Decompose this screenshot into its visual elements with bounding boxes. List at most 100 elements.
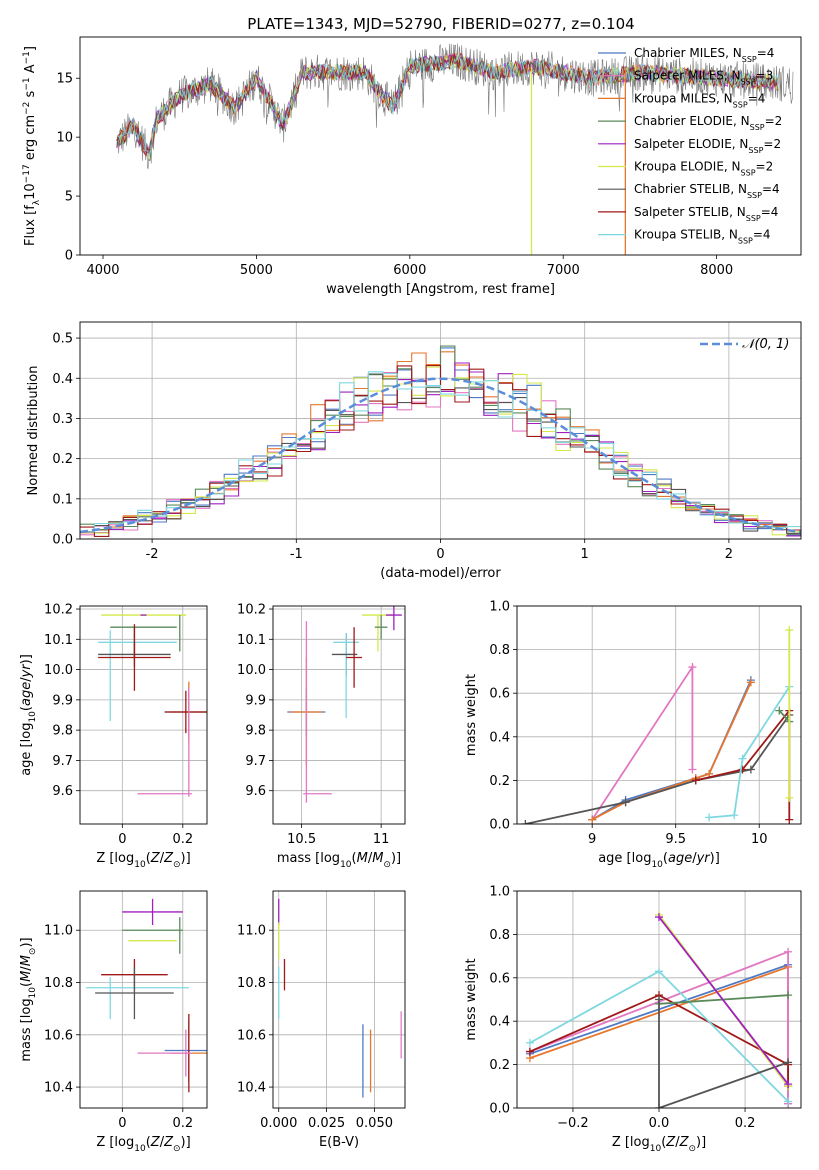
weight-marker xyxy=(775,706,784,715)
y-tick-label: 10.6 xyxy=(44,1028,73,1043)
weight-marker xyxy=(784,947,793,956)
y-axis-label: Flux [fλ10−17 erg cm−2 s−1 A−1] xyxy=(22,46,42,246)
x-tick-label: 0 xyxy=(118,832,126,847)
x-tick-label: 5000 xyxy=(240,263,273,278)
x-tick-label: 0.2 xyxy=(172,832,193,847)
y-tick-label: 10.2 xyxy=(44,603,73,618)
y-axis-label: mass [log10(M/M⊙)] xyxy=(19,937,38,1061)
y-tick-label: 0.6 xyxy=(489,971,510,986)
plot-area xyxy=(521,625,794,824)
legend: Chabrier MILES, NSSP=4 Salpeter MILES, NS… xyxy=(598,46,782,245)
y-tick-label: 0.0 xyxy=(489,818,510,833)
legend-entry: Kroupa MILES, NSSP=4 xyxy=(634,91,765,109)
errorbar-point xyxy=(164,690,207,734)
x-tick-label: 6000 xyxy=(393,263,426,278)
weight-marker xyxy=(705,813,714,822)
x-axis-label: Z [log10(Z/Z⊙)] xyxy=(612,1135,706,1154)
weight-marker xyxy=(746,678,755,687)
figure-title: PLATE=1343, MJD=52790, FIBERID=0277, z=0… xyxy=(247,15,634,33)
weight-marker xyxy=(655,913,663,922)
y-tick-label: 10.0 xyxy=(44,663,73,678)
weight-marker xyxy=(785,793,794,802)
weight-series xyxy=(655,913,793,1089)
legend-entry: Chabrier ELODIE, NSSP=2 xyxy=(634,114,782,132)
weight-marker xyxy=(588,815,597,824)
weight-line xyxy=(709,686,791,819)
y-tick-label: 9.8 xyxy=(52,724,73,739)
y-tick-label: 9.9 xyxy=(245,693,266,708)
panel-spectrum: 4000 5000 6000 7000 8000 0 5 10 15 Chabrier MILES… xyxy=(22,36,802,297)
axes-frame xyxy=(516,605,802,825)
y-tick-label: 9.9 xyxy=(52,693,73,708)
weight-line xyxy=(529,994,789,1087)
legend-entry: Chabrier MILES, NSSP=4 xyxy=(634,46,774,64)
x-axis-label: Z [log10(Z/Z⊙)] xyxy=(96,1135,190,1154)
axes-frame xyxy=(79,321,802,540)
y-tick-label: 10.1 xyxy=(237,633,266,648)
y-tick-label: 0.2 xyxy=(52,452,73,467)
y-tick-label: 1.0 xyxy=(489,885,510,900)
y-tick-label: 0.1 xyxy=(52,492,73,507)
errorbar-point xyxy=(98,624,171,691)
axes-frame xyxy=(79,605,208,825)
legend-entry: Salpeter STELIB, NSSP=4 xyxy=(634,205,778,223)
y-axis-label: age [log10(age/yr)] xyxy=(19,654,38,776)
x-tick-label: 0.050 xyxy=(356,1116,393,1131)
weight-line xyxy=(695,708,791,820)
legend-entry: Kroupa ELODIE, NSSP=2 xyxy=(634,160,773,178)
y-tick-label: 10.8 xyxy=(44,976,73,991)
y-tick-label: 0.3 xyxy=(52,412,73,427)
errorbar-point xyxy=(95,966,174,1020)
y-tick-label: 0.4 xyxy=(52,372,73,387)
model-line xyxy=(116,53,779,158)
y-tick-label: 0.4 xyxy=(489,730,510,745)
x-tick-label: 11 xyxy=(373,832,390,847)
model-line xyxy=(116,54,779,160)
x-tick-label: 2 xyxy=(725,547,733,562)
x-axis-label: Z [log10(Z/Z⊙)] xyxy=(96,851,190,870)
panel-weight-vs-age: 9 9.5 10 0.0 0.2 0.4 0.6 0.8 1.0 age [log10(age/y… xyxy=(464,600,802,870)
axes-frame xyxy=(79,890,208,1109)
y-tick-label: 0.4 xyxy=(489,1015,510,1030)
legend-entry: Chabrier STELIB, NSSP=4 xyxy=(634,182,780,200)
legend-entry: Salpeter ELODIE, NSSP=2 xyxy=(634,137,781,155)
weight-marker xyxy=(688,663,697,672)
weight-marker xyxy=(784,1097,793,1106)
legend-entry: Kroupa STELIB, NSSP=4 xyxy=(634,228,771,246)
x-axis-label: age [log10(age/yr)] xyxy=(598,851,720,870)
x-tick-label: 10.5 xyxy=(287,832,316,847)
weight-series xyxy=(521,711,794,824)
weight-marker xyxy=(784,1080,793,1089)
y-tick-label: 10.6 xyxy=(237,1028,266,1043)
weight-marker xyxy=(621,798,630,807)
weight-marker xyxy=(784,1058,793,1067)
y-tick-label: 10 xyxy=(56,131,73,146)
x-axis-label: mass [log10(M/M⊙)] xyxy=(277,851,401,870)
weight-marker xyxy=(738,765,747,774)
x-tick-label: 10 xyxy=(751,832,768,847)
axes-frame xyxy=(516,890,802,1109)
weight-marker xyxy=(525,1038,534,1047)
y-tick-label: 11.0 xyxy=(44,924,73,939)
x-tick-label: 0.025 xyxy=(308,1116,345,1131)
y-tick-label: 11.0 xyxy=(237,924,266,939)
y-tick-label: 0.2 xyxy=(489,1058,510,1073)
errorbar-point xyxy=(385,606,402,631)
y-tick-label: 9.7 xyxy=(245,754,266,769)
weight-series xyxy=(691,706,794,824)
x-tick-label: 0.0 xyxy=(649,1116,670,1131)
axes-frame xyxy=(272,605,406,825)
weight-marker xyxy=(738,754,747,763)
y-tick-label: 0.0 xyxy=(489,1102,510,1117)
weight-marker xyxy=(521,820,530,824)
y-tick-label: 10.0 xyxy=(237,663,266,678)
y-tick-label: 0.5 xyxy=(52,332,73,347)
panel-mass-vs-Z: 0 0.2 10.4 10.6 10.8 11.0 Z [log10(Z/Z⊙)] mass … xyxy=(19,890,208,1154)
x-tick-label: 8000 xyxy=(700,263,733,278)
weight-marker xyxy=(730,811,739,820)
model-line xyxy=(116,54,779,158)
errorbar-point xyxy=(374,615,388,640)
weight-marker xyxy=(784,991,793,1000)
plot-area xyxy=(80,345,801,537)
